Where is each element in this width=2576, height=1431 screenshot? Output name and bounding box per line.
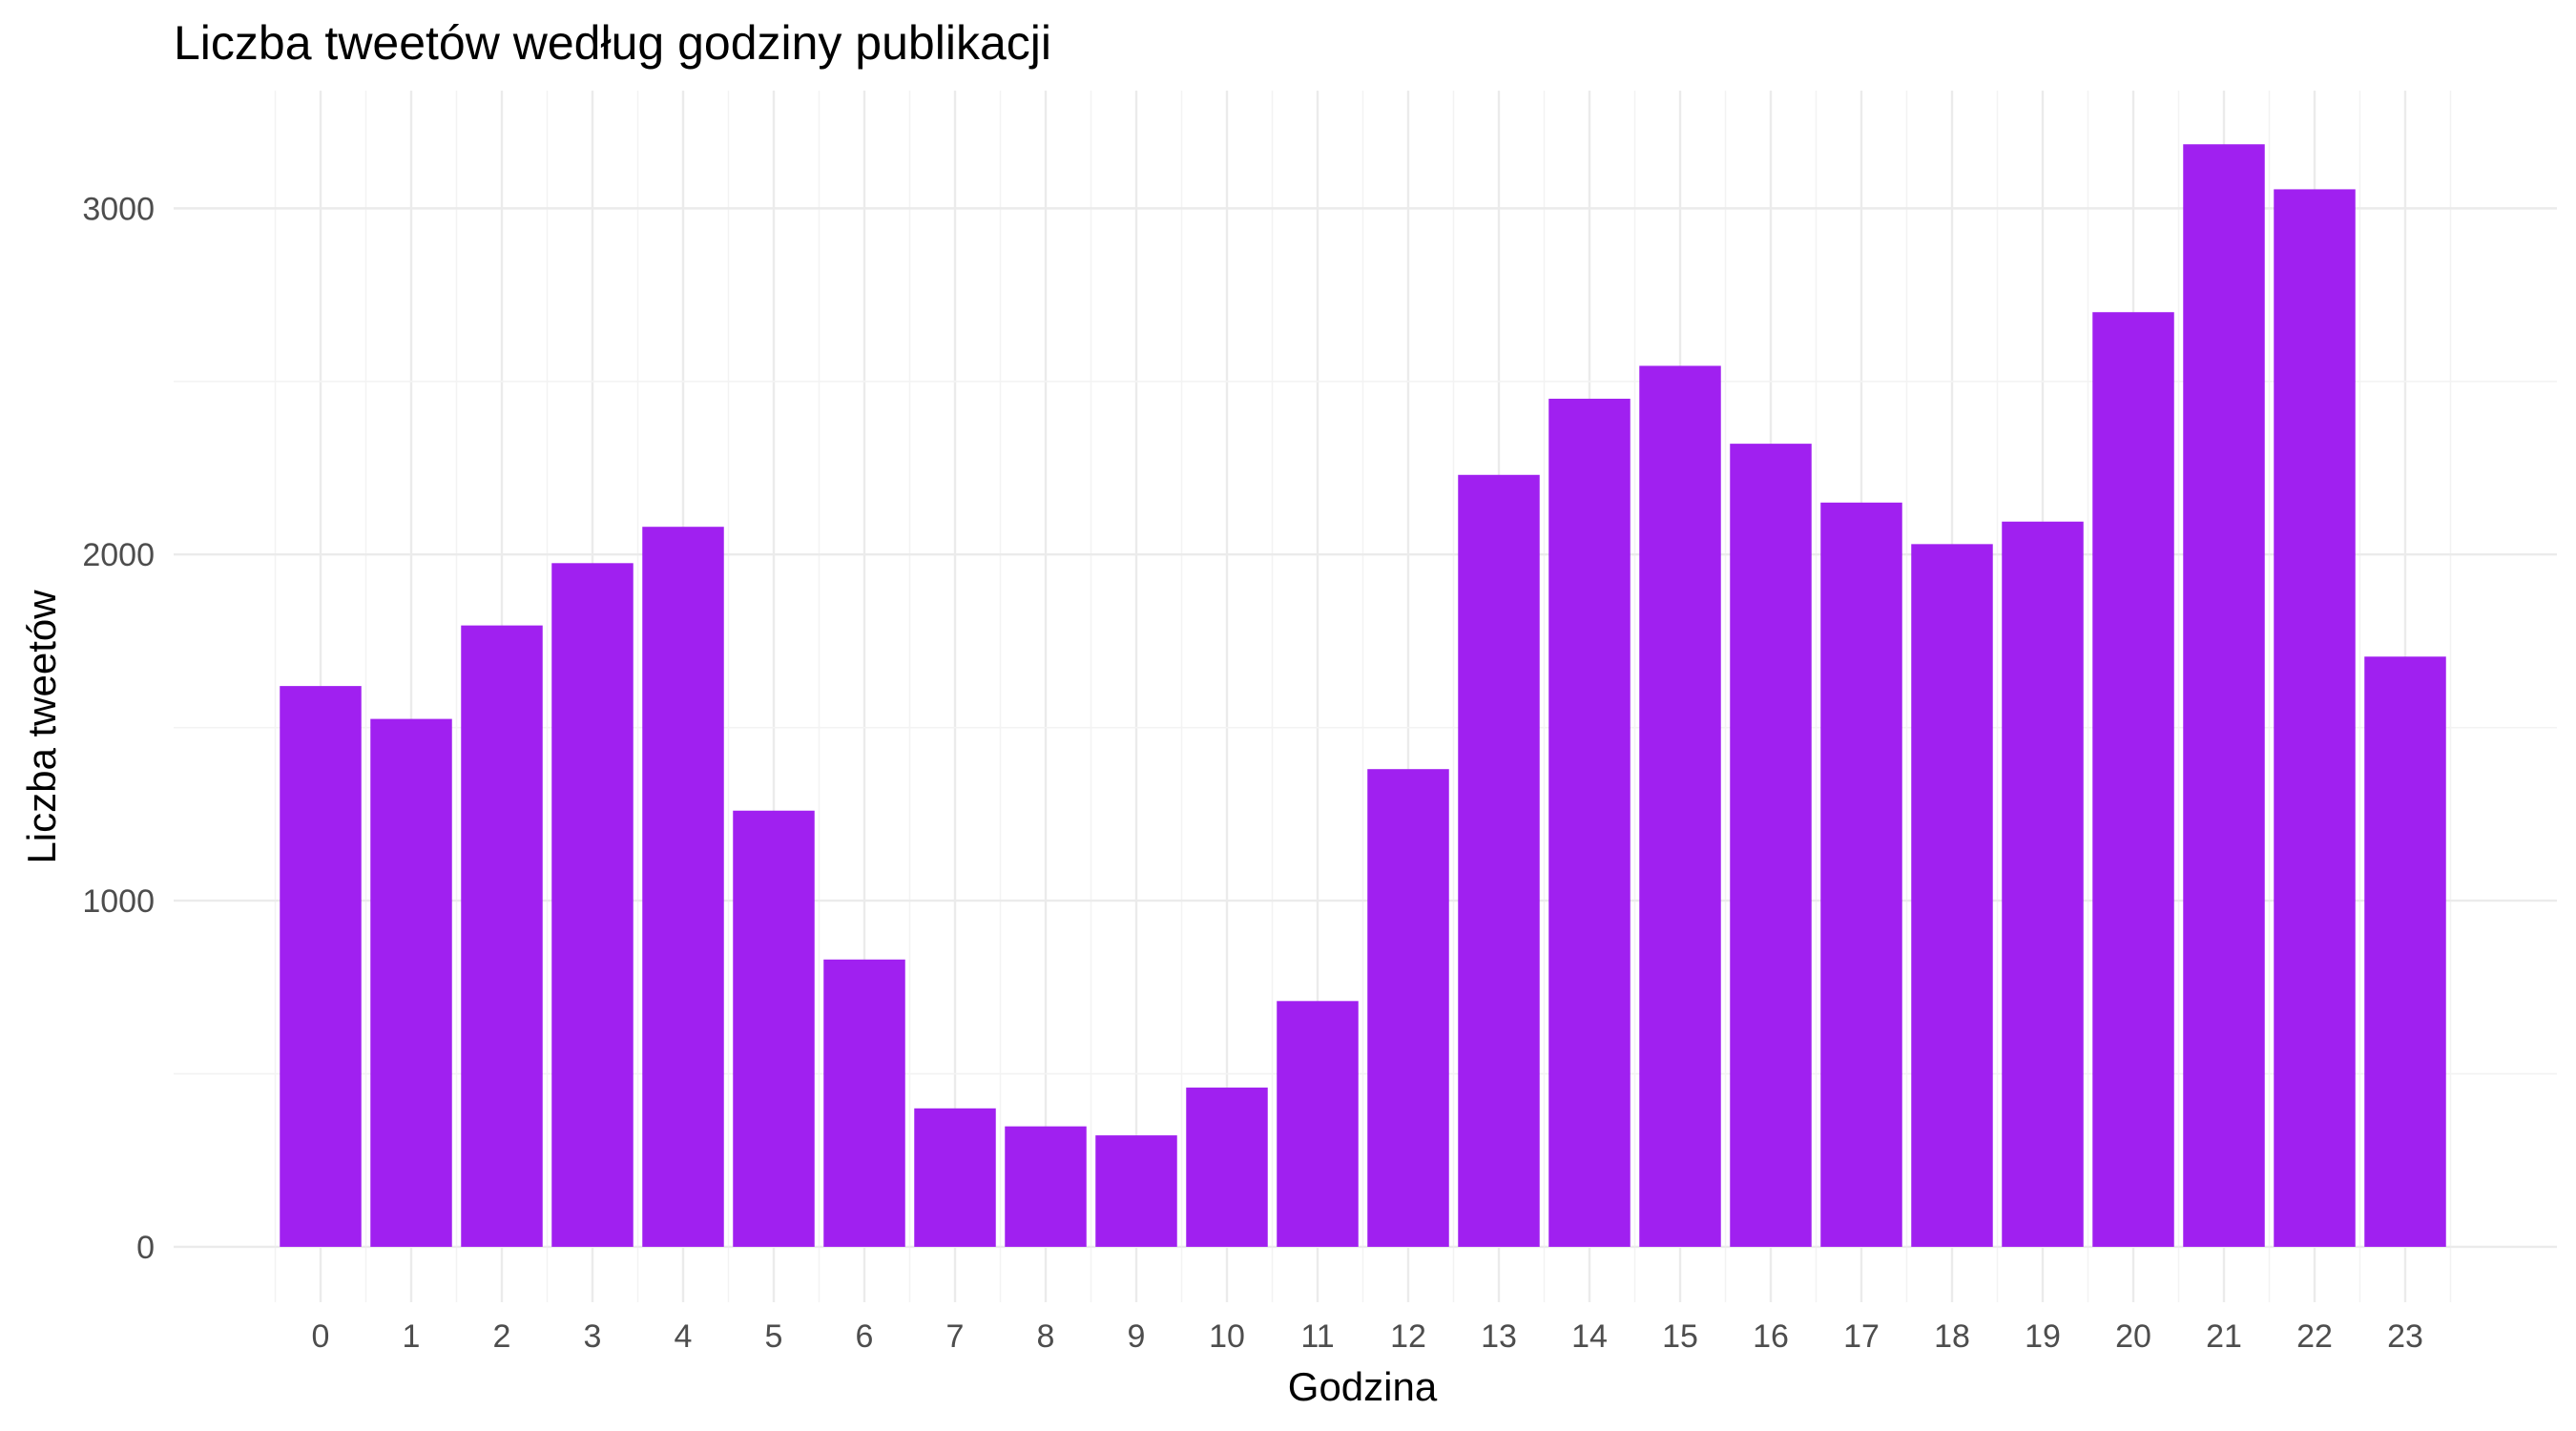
x-tick-label: 21 xyxy=(2206,1318,2242,1355)
y-tick-label: 1000 xyxy=(82,883,155,920)
x-tick-label: 7 xyxy=(946,1318,965,1355)
bar-9 xyxy=(1095,1135,1177,1247)
bar-13 xyxy=(1458,474,1540,1247)
y-axis-title: Liczba tweetów xyxy=(19,590,64,864)
bar-5 xyxy=(733,810,815,1247)
x-tick-label: 23 xyxy=(2387,1318,2423,1355)
chart-title: Liczba tweetów według godziny publikacji xyxy=(174,16,1051,70)
bar-4 xyxy=(642,527,724,1247)
x-tick-label: 3 xyxy=(584,1318,602,1355)
bar-2 xyxy=(461,625,543,1247)
bar-6 xyxy=(823,959,905,1247)
bar-20 xyxy=(2092,312,2174,1247)
x-tick-label: 4 xyxy=(675,1318,693,1355)
x-tick-label: 18 xyxy=(1934,1318,1970,1355)
y-tick-label: 3000 xyxy=(82,191,155,227)
x-tick-label: 11 xyxy=(1300,1318,1334,1355)
x-tick-label: 0 xyxy=(312,1318,330,1355)
x-tick-label: 22 xyxy=(2296,1318,2333,1355)
x-tick-label: 20 xyxy=(2115,1318,2151,1355)
bar-7 xyxy=(914,1108,996,1247)
bar-0 xyxy=(280,686,362,1247)
x-tick-label: 19 xyxy=(2025,1318,2061,1355)
bar-18 xyxy=(1911,544,1993,1247)
bar-12 xyxy=(1367,769,1449,1247)
y-axis-tick-labels: 0 1000 2000 3000 xyxy=(82,191,155,1266)
y-tick-label: 2000 xyxy=(82,537,155,573)
y-tick-label: 0 xyxy=(136,1230,155,1266)
x-tick-label: 5 xyxy=(765,1318,783,1355)
x-tick-label: 10 xyxy=(1209,1318,1245,1355)
bar-17 xyxy=(1820,502,1902,1247)
x-tick-label: 16 xyxy=(1753,1318,1789,1355)
bar-14 xyxy=(1548,398,1631,1247)
x-tick-label: 8 xyxy=(1037,1318,1055,1355)
x-tick-label: 6 xyxy=(856,1318,874,1355)
bar-22 xyxy=(2274,189,2356,1247)
bar-16 xyxy=(1730,444,1812,1247)
bar-21 xyxy=(2183,144,2265,1247)
x-tick-label: 14 xyxy=(1571,1318,1608,1355)
bar-19 xyxy=(2002,521,2084,1247)
bar-3 xyxy=(551,563,634,1247)
x-tick-label: 2 xyxy=(493,1318,511,1355)
x-tick-label: 1 xyxy=(403,1318,421,1355)
bar-23 xyxy=(2364,656,2446,1247)
x-tick-label: 13 xyxy=(1481,1318,1517,1355)
x-tick-label: 15 xyxy=(1662,1318,1698,1355)
x-tick-label: 9 xyxy=(1128,1318,1146,1355)
x-tick-label: 17 xyxy=(1843,1318,1880,1355)
x-axis-tick-labels: 0 1 2 3 4 5 6 7 8 9 10 11 12 13 14 15 16 17 18 19 20 21 22 23 xyxy=(312,1318,2423,1355)
bar-11 xyxy=(1277,1001,1359,1247)
bars xyxy=(280,144,2446,1247)
x-axis-title: Godzina xyxy=(1288,1364,1438,1409)
bar-1 xyxy=(370,718,452,1247)
bar-15 xyxy=(1639,365,1721,1247)
bar-10 xyxy=(1186,1088,1268,1247)
x-tick-label: 12 xyxy=(1390,1318,1426,1355)
bar-8 xyxy=(1005,1126,1087,1247)
